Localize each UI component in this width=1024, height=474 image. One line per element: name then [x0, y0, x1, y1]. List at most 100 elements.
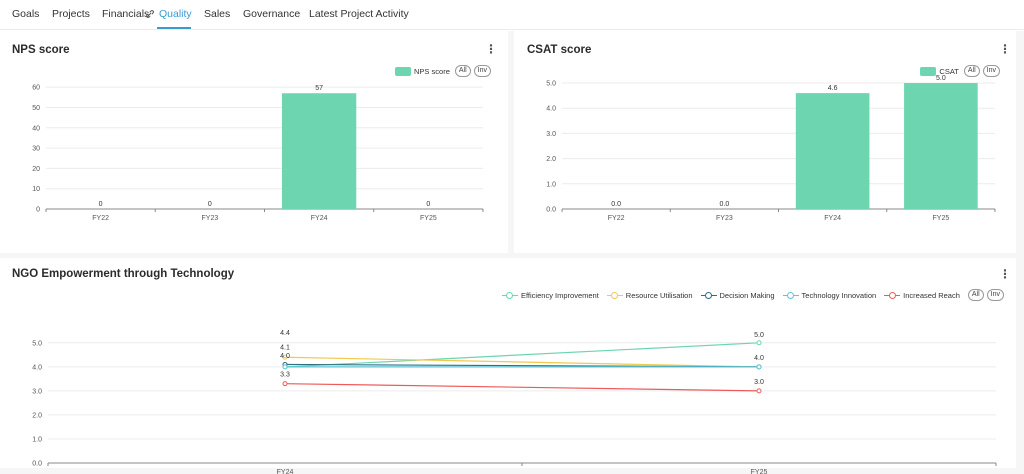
- nps-xtick-label: FY25: [420, 215, 437, 222]
- nps-data-label: 0: [99, 201, 103, 208]
- nps-ytick-label: 50: [32, 105, 40, 112]
- csat-ytick-label: 4.0: [546, 106, 556, 113]
- tab-governance[interactable]: Governance: [243, 8, 301, 20]
- ngo-legend-label: Increased Reach: [903, 290, 960, 300]
- ngo-legend-label: Efficiency Improvement: [520, 290, 599, 300]
- ngo-data-label: 3.3: [280, 372, 290, 379]
- ngo-legend-item[interactable]: Increased Reach: [884, 291, 960, 300]
- ngo-ytick-label: 1.0: [32, 436, 42, 443]
- nps-all-toggle[interactable]: All: [454, 65, 471, 77]
- nps-ytick-label: 0: [36, 207, 40, 214]
- ngo-legend-label: Resource Utilisation: [625, 290, 693, 300]
- ngo-series-line: [284, 342, 760, 368]
- ngo-inv-toggle[interactable]: Inv: [986, 289, 1004, 301]
- csat-legend-label: CSAT: [939, 66, 959, 76]
- tab-latest-project-activity[interactable]: Latest Project Activity: [309, 8, 409, 20]
- csat-all-toggle[interactable]: All: [963, 65, 980, 77]
- nps-ytick-label: 20: [32, 166, 40, 173]
- ngo-data-label: 4.0: [280, 353, 290, 360]
- ngo-legend-item[interactable]: Decision Making: [700, 290, 775, 300]
- nps-xtick-label: FY24: [311, 215, 328, 222]
- ngo-legend-swatch-marker: [888, 291, 896, 299]
- nps-inv-toggle[interactable]: Inv: [473, 65, 491, 77]
- nps-ytick-label: 10: [32, 186, 40, 193]
- csat-bar: [795, 93, 870, 209]
- csat-ytick-label: 0.0: [546, 207, 556, 214]
- ngo-ytick-label: 0.0: [32, 461, 42, 468]
- nps-legend-label: NPS score: [414, 66, 450, 76]
- csat-ytick-label: 5.0: [546, 81, 556, 88]
- ngo-legend-label: Technology Innovation: [801, 290, 877, 300]
- csat-legend: CSAT All Inv: [920, 65, 1000, 77]
- ngo-data-point: [756, 388, 762, 394]
- csat-ytick-label: 2.0: [546, 156, 556, 163]
- ngo-legend-swatch-marker: [787, 291, 795, 299]
- ngo-card: NGO Empowerment through Technology ⋮ Eff…: [0, 258, 1016, 474]
- ngo-data-point: [282, 381, 288, 387]
- ngo-ytick-label: 4.0: [32, 364, 42, 371]
- nps-legend-item[interactable]: NPS score: [395, 66, 450, 76]
- csat-title: CSAT score: [527, 44, 592, 56]
- csat-data-label: 5.0: [936, 75, 946, 82]
- tab-goals[interactable]: Goals: [12, 8, 40, 20]
- tab-quality[interactable]: Quality: [159, 8, 192, 20]
- ngo-series-line: [284, 356, 760, 368]
- nps-ytick-label: 60: [32, 85, 40, 92]
- nps-data-label: 0: [208, 201, 212, 208]
- ngo-legend-swatch-marker: [506, 291, 514, 299]
- ngo-title: NGO Empowerment through Technology: [12, 268, 235, 280]
- ngo-data-point: [756, 340, 762, 346]
- csat-xtick-label: FY23: [716, 215, 733, 222]
- nps-card: NPS score ⋮ NPS score All Inv 0 10 20 30 40 5…: [0, 31, 508, 253]
- csat-legend-swatch: [920, 66, 937, 76]
- csat-chart: 0.0 1.0 2.0 3.0 4.0 5.0 0.0 FY22 0.0 FY23 4.6 FY24 5…: [546, 75, 996, 222]
- ngo-data-label: 4.0: [754, 355, 764, 362]
- ngo-xtick-label: FY24: [277, 469, 294, 474]
- nps-ytick-label: 40: [32, 125, 40, 132]
- nps-data-label: 57: [315, 85, 323, 92]
- ngo-data-point: [756, 364, 762, 370]
- ngo-data-point: [282, 364, 288, 370]
- ngo-legend-label: Decision Making: [719, 290, 775, 300]
- tab-financials[interactable]: Financials: [102, 8, 150, 20]
- ngo-ytick-label: 5.0: [32, 340, 42, 347]
- ngo-data-label: 4.1: [280, 344, 290, 351]
- ngo-legend-swatch: [501, 291, 518, 299]
- ngo-legend: Efficiency Improvement Resource Utilisati…: [501, 289, 1004, 301]
- ngo-legend-item[interactable]: Resource Utilisation: [606, 290, 693, 300]
- ngo-data-point: [282, 354, 288, 360]
- csat-inv-toggle[interactable]: Inv: [982, 65, 1000, 77]
- csat-legend-item[interactable]: CSAT: [920, 66, 959, 76]
- nps-xtick-label: FY22: [92, 215, 109, 222]
- nps-data-label: 0: [426, 201, 430, 208]
- csat-xtick-label: FY22: [608, 215, 625, 222]
- ngo-legend-item[interactable]: Efficiency Improvement: [501, 290, 599, 300]
- tab-projects[interactable]: Projects: [52, 8, 90, 20]
- csat-data-label: 0.0: [611, 201, 621, 208]
- ngo-chart: 0.0 1.0 2.0 3.0 4.0 5.0 FY24 FY25 4.0 5.0 4.4 4.1 4.…: [32, 330, 997, 474]
- tab-sales[interactable]: Sales: [204, 8, 231, 20]
- csat-xtick-label: FY25: [933, 215, 950, 222]
- csat-xtick-label: FY24: [824, 215, 841, 222]
- csat-ytick-label: 3.0: [546, 131, 556, 138]
- ngo-series-line: [284, 383, 760, 392]
- ngo-all-toggle[interactable]: All: [967, 289, 984, 301]
- ngo-legend-swatch-marker: [705, 291, 712, 299]
- nps-xtick-label: FY23: [202, 215, 219, 222]
- ngo-ytick-label: 3.0: [32, 388, 42, 395]
- nps-title: NPS score: [12, 44, 70, 56]
- nps-ytick-label: 30: [32, 146, 40, 153]
- link-icon[interactable]: [145, 9, 155, 21]
- nps-chart: 0 10 20 30 40 50 60 0 FY22 0 FY23 57 FY24 0 FY25: [32, 85, 484, 222]
- ngo-legend-swatch: [782, 291, 799, 299]
- ngo-legend-item[interactable]: Technology Innovation: [782, 290, 877, 300]
- csat-data-label: 0.0: [720, 201, 730, 208]
- csat-data-label: 4.6: [828, 85, 838, 92]
- csat-card: CSAT score ⋮ CSAT All Inv 0.0 1.0 2.0 3.0 4.…: [514, 31, 1016, 253]
- nps-bar: [281, 93, 357, 209]
- csat-ytick-label: 1.0: [546, 181, 556, 188]
- dashboard-content: NPS score ⋮ NPS score All Inv 0 10 20 30 40 5…: [0, 31, 1024, 474]
- tab-bar: Goals Projects Financials Quality Sales …: [0, 0, 1024, 30]
- csat-bar: [904, 83, 978, 209]
- ngo-legend-swatch: [606, 291, 623, 299]
